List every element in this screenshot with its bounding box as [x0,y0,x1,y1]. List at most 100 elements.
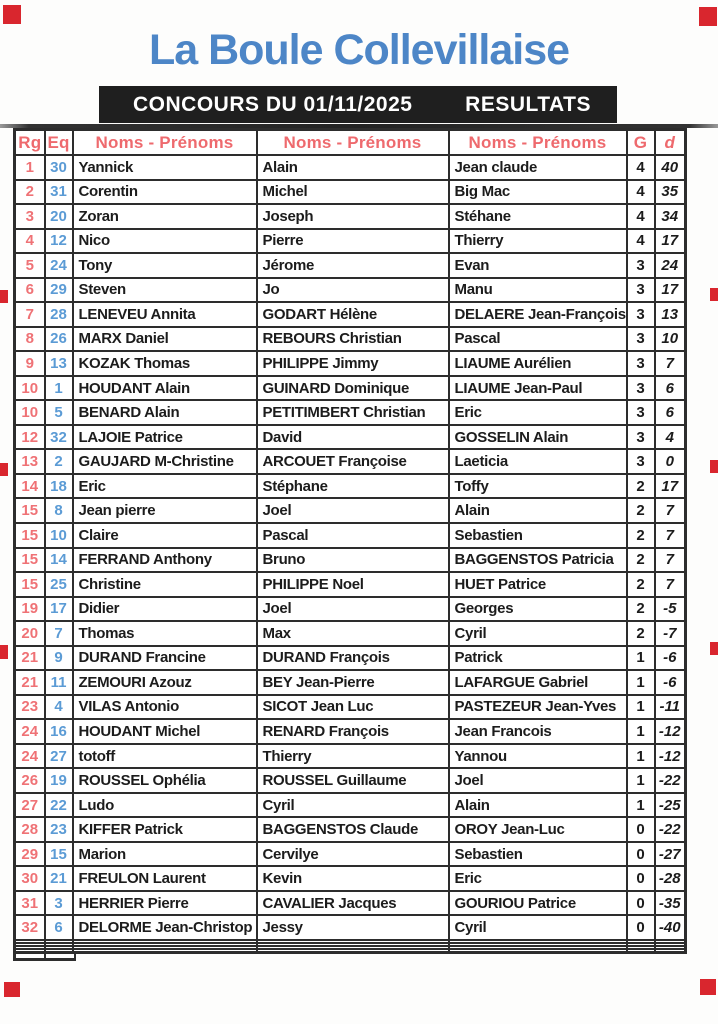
player-name-cell: Tony [71,252,258,279]
header-names2: Noms - Prénoms [255,128,450,156]
player-name-cell: Eric [71,472,258,500]
player-name-cell: PHILIPPE Jimmy [255,350,450,377]
table-row: 8 26 MARX Daniel REBOURS Christian Pascal 3 10 [13,325,687,353]
diff-cell: -7 [653,620,687,647]
player-name-cell: DURAND François [255,644,450,672]
team-cell: 21 [43,865,74,892]
diff-cell: 6 [653,399,687,426]
rank-cell: 28 [13,816,46,843]
team-cell: 31 [43,178,74,206]
rank-cell: 13 [13,448,46,475]
table-row: 9 13 KOZAK Thomas PHILIPPE Jimmy LIAUME Auré… [13,350,687,377]
team-cell: 28 [43,301,74,328]
rank-cell: 20 [13,620,46,647]
player-name-cell: Eric [447,865,628,892]
player-name-cell: Yannick [71,154,258,181]
table-row: 28 23 KIFFER Patrick BAGGENSTOS Claude OROY … [13,816,687,843]
scan-mark [0,290,8,303]
player-name-cell: Claire [71,521,258,549]
player-name-cell: Laeticia [447,448,628,475]
player-name-cell: Jessy [255,914,450,941]
player-name-cell: Cyril [447,914,628,941]
wins-cell: 0 [625,914,656,941]
rank-cell [13,947,46,954]
wins-cell: 3 [625,423,656,451]
team-cell: 5 [43,399,74,426]
team-cell: 9 [43,644,74,672]
table-row: 23 4 VILAS Antonio SICOT Jean Luc PASTEZEUR … [13,693,687,721]
rank-cell: 15 [13,571,46,598]
diff-cell: 4 [653,423,687,451]
rank-cell: 31 [13,889,46,917]
table-row: 32 6 DELORME Jean-Christop Jessy Cyril 0 -40 [13,914,687,941]
player-name-cell: Big Mac [447,178,628,206]
player-name-cell: Alain [447,497,628,524]
player-name-cell: LIAUME Jean-Paul [447,374,628,402]
player-name-cell: Corentin [71,178,258,206]
scan-mark [699,7,717,26]
wins-cell: 4 [625,178,656,206]
team-cell: 27 [43,742,74,770]
empty-row [13,947,687,954]
wins-cell: 0 [625,865,656,892]
banner-concours-label: CONCOURS DU 01/11/2025 [133,92,413,116]
player-name-cell: Toffy [447,472,628,500]
header-wins: G [625,128,656,156]
team-cell: 6 [43,914,74,941]
wins-cell [625,947,656,954]
rank-cell: 30 [13,865,46,892]
diff-cell: -28 [653,865,687,892]
diff-cell: -22 [653,816,687,843]
diff-cell: -6 [653,644,687,672]
wins-cell: 1 [625,644,656,672]
player-name-cell: Kevin [255,865,450,892]
diff-cell: -25 [653,791,687,819]
table-row: 6 29 Steven Jo Manu 3 17 [13,276,687,304]
header-rank: Rg [13,128,46,156]
team-cell: 11 [43,669,74,696]
player-name-cell: MARX Daniel [71,325,258,353]
wins-cell: 3 [625,448,656,475]
table-row: 27 22 Ludo Cyril Alain 1 -25 [13,791,687,819]
player-name-cell: Pascal [255,521,450,549]
scan-mark [710,460,718,473]
wins-cell: 4 [625,227,656,255]
rank-cell: 10 [13,374,46,402]
wins-cell: 3 [625,252,656,279]
player-name-cell: ROUSSEL Guillaume [255,767,450,794]
player-name-cell: Yannou [447,742,628,770]
wins-cell: 3 [625,301,656,328]
player-name-cell: Thierry [255,742,450,770]
team-cell: 7 [43,620,74,647]
wins-cell: 4 [625,154,656,181]
team-cell: 19 [43,767,74,794]
rank-cell: 9 [13,350,46,377]
player-name-cell: LIAUME Aurélien [447,350,628,377]
table-row: 14 18 Eric Stéphane Toffy 2 17 [13,472,687,500]
player-name-cell: HUET Patrice [447,571,628,598]
player-name-cell: Pierre [255,227,450,255]
team-cell: 13 [43,350,74,377]
rank-cell: 2 [13,178,46,206]
team-cell: 18 [43,472,74,500]
diff-cell: 10 [653,325,687,353]
player-name-cell: Jean claude [447,154,628,181]
player-name-cell: Joseph [255,203,450,230]
player-name-cell: Evan [447,252,628,279]
team-cell: 8 [43,497,74,524]
diff-cell: 40 [653,154,687,181]
wins-cell: 2 [625,546,656,574]
diff-cell: 6 [653,374,687,402]
results-table: Rg Eq Noms - Prénoms Noms - Prénoms Noms… [13,128,687,954]
diff-cell: 13 [653,301,687,328]
table-row: 3 20 Zoran Joseph Stéhane 4 34 [13,203,687,230]
player-name-cell: Ludo [71,791,258,819]
player-name-cell: PHILIPPE Noel [255,571,450,598]
diff-cell: 7 [653,350,687,377]
player-name-cell: BAGGENSTOS Patricia [447,546,628,574]
wins-cell: 3 [625,276,656,304]
table-row: 15 14 FERRAND Anthony Bruno BAGGENSTOS Patri… [13,546,687,574]
player-name-cell: totoff [71,742,258,770]
player-name-cell: SICOT Jean Luc [255,693,450,721]
player-name-cell: Jean Francois [447,718,628,745]
